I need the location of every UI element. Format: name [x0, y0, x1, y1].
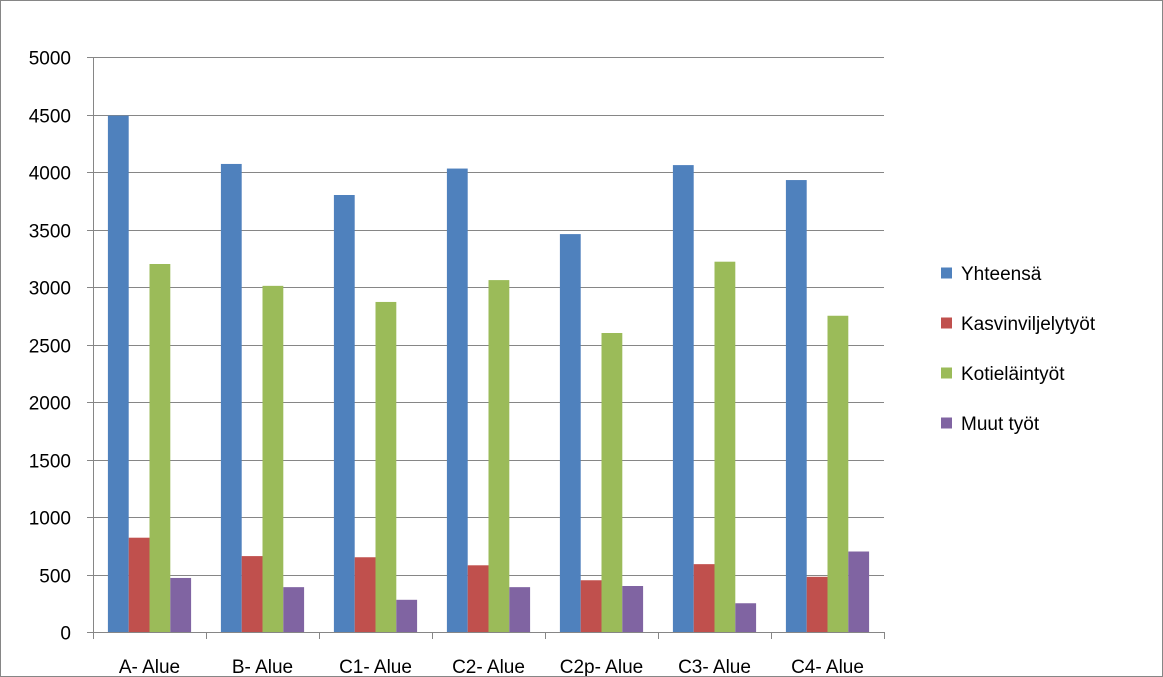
x-category-label: C2p- Alue: [560, 657, 643, 676]
bar: [241, 556, 263, 632]
legend-label: Kotieläintyöt: [961, 364, 1065, 385]
bar: [446, 168, 468, 633]
axes: [87, 57, 885, 639]
y-tick-label: 2500: [29, 337, 71, 358]
bar: [672, 165, 694, 632]
y-tick-label: 4500: [29, 107, 71, 128]
bar: [827, 315, 849, 632]
x-category-labels: A- Alue B- Alue C1- Alue C2- Alue C2p- Alue C…: [119, 657, 864, 676]
bars: [107, 115, 870, 633]
bar: [714, 261, 736, 632]
bar: [220, 163, 242, 632]
bar: [488, 280, 510, 632]
legend-label: Muut työt: [961, 414, 1040, 435]
y-tick-label: 1500: [29, 452, 71, 473]
bar: [354, 557, 376, 632]
bar: [149, 264, 171, 632]
x-category-label: C4- Alue: [791, 657, 864, 676]
x-category-label: B- Alue: [232, 657, 293, 676]
legend-swatch: [941, 267, 952, 279]
bar: [107, 115, 129, 632]
x-category-label: C1- Alue: [339, 657, 412, 676]
y-tick-label: 2000: [29, 394, 71, 415]
bar: [262, 285, 284, 632]
x-category-label: C2- Alue: [452, 657, 525, 676]
bar: [601, 333, 623, 632]
bar: [128, 537, 150, 632]
legend-label: Yhteensä: [961, 264, 1042, 285]
x-category-label: C3- Alue: [678, 657, 751, 676]
bar: [785, 180, 807, 633]
bar: [622, 586, 644, 632]
bar: [333, 195, 355, 632]
bar: [580, 580, 602, 632]
bar: [375, 301, 397, 632]
bar: [283, 587, 305, 632]
bar: [559, 234, 581, 632]
y-tick-label: 4000: [29, 164, 71, 185]
legend-label: Kasvinviljelytyöt: [961, 314, 1096, 335]
bar: [806, 576, 828, 632]
bar: [735, 603, 757, 632]
y-tick-label: 500: [39, 567, 71, 588]
bar: [848, 551, 870, 632]
y-tick-label: 3000: [29, 279, 71, 300]
bar: [170, 577, 192, 632]
y-tick-label: 1000: [29, 509, 71, 530]
bar: [396, 599, 418, 632]
legend: Yhteensä Kasvinviljelytyöt Kotieläintyöt Mu…: [941, 264, 1096, 435]
bar: [693, 564, 715, 632]
y-tick-label: 0: [60, 624, 71, 645]
y-tick-label: 5000: [29, 49, 71, 70]
x-category-label: A- Alue: [119, 657, 180, 676]
y-tick-label: 3500: [29, 222, 71, 243]
legend-swatch: [941, 317, 952, 329]
legend-swatch: [941, 367, 952, 379]
bar: [509, 587, 531, 632]
legend-swatch: [941, 417, 952, 429]
y-tick-labels: 0 500 1000 1500 2000 2500 3000 3500 4000 4500 5000: [29, 49, 71, 645]
bar: [467, 565, 489, 632]
